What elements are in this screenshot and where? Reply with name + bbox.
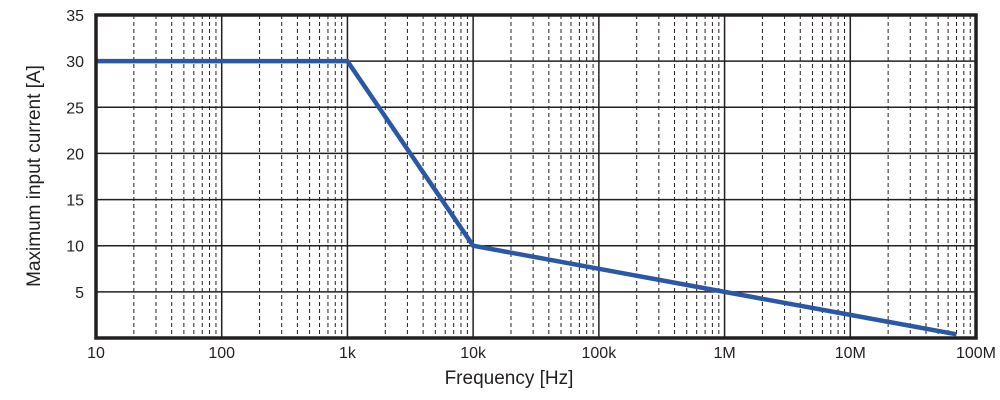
minor-gridlines [133, 15, 971, 338]
y-tick-label: 5 [75, 285, 84, 302]
y-tick-label: 35 [66, 8, 84, 25]
y-tick-label: 30 [66, 54, 84, 71]
y-axis-title: Maximum input current [A] [24, 65, 45, 287]
plot-frame [94, 13, 978, 340]
x-tick-label: 10k [460, 345, 487, 362]
x-tick-label: 1M [713, 345, 735, 362]
x-tick-label: 100 [208, 345, 235, 362]
x-tick-label: 100M [956, 345, 996, 362]
x-axis-tick-labels: 10 100 1k 10k 100k 1M 10M 100M [87, 345, 996, 362]
y-tick-label: 25 [66, 100, 84, 117]
y-axis-tick-labels: 5 10 15 20 25 30 35 [66, 8, 84, 302]
x-tick-label: 10 [87, 345, 105, 362]
y-tick-label: 15 [66, 193, 84, 210]
x-tick-label: 10M [835, 345, 866, 362]
current-curve [96, 58, 957, 337]
x-tick-label: 100k [582, 345, 618, 362]
major-gridlines [95, 14, 977, 338]
y-tick-label: 10 [66, 239, 84, 256]
x-axis-title: Frequency [Hz] [445, 368, 574, 389]
y-tick-label: 20 [66, 146, 84, 163]
x-tick-label: 1k [339, 345, 357, 362]
